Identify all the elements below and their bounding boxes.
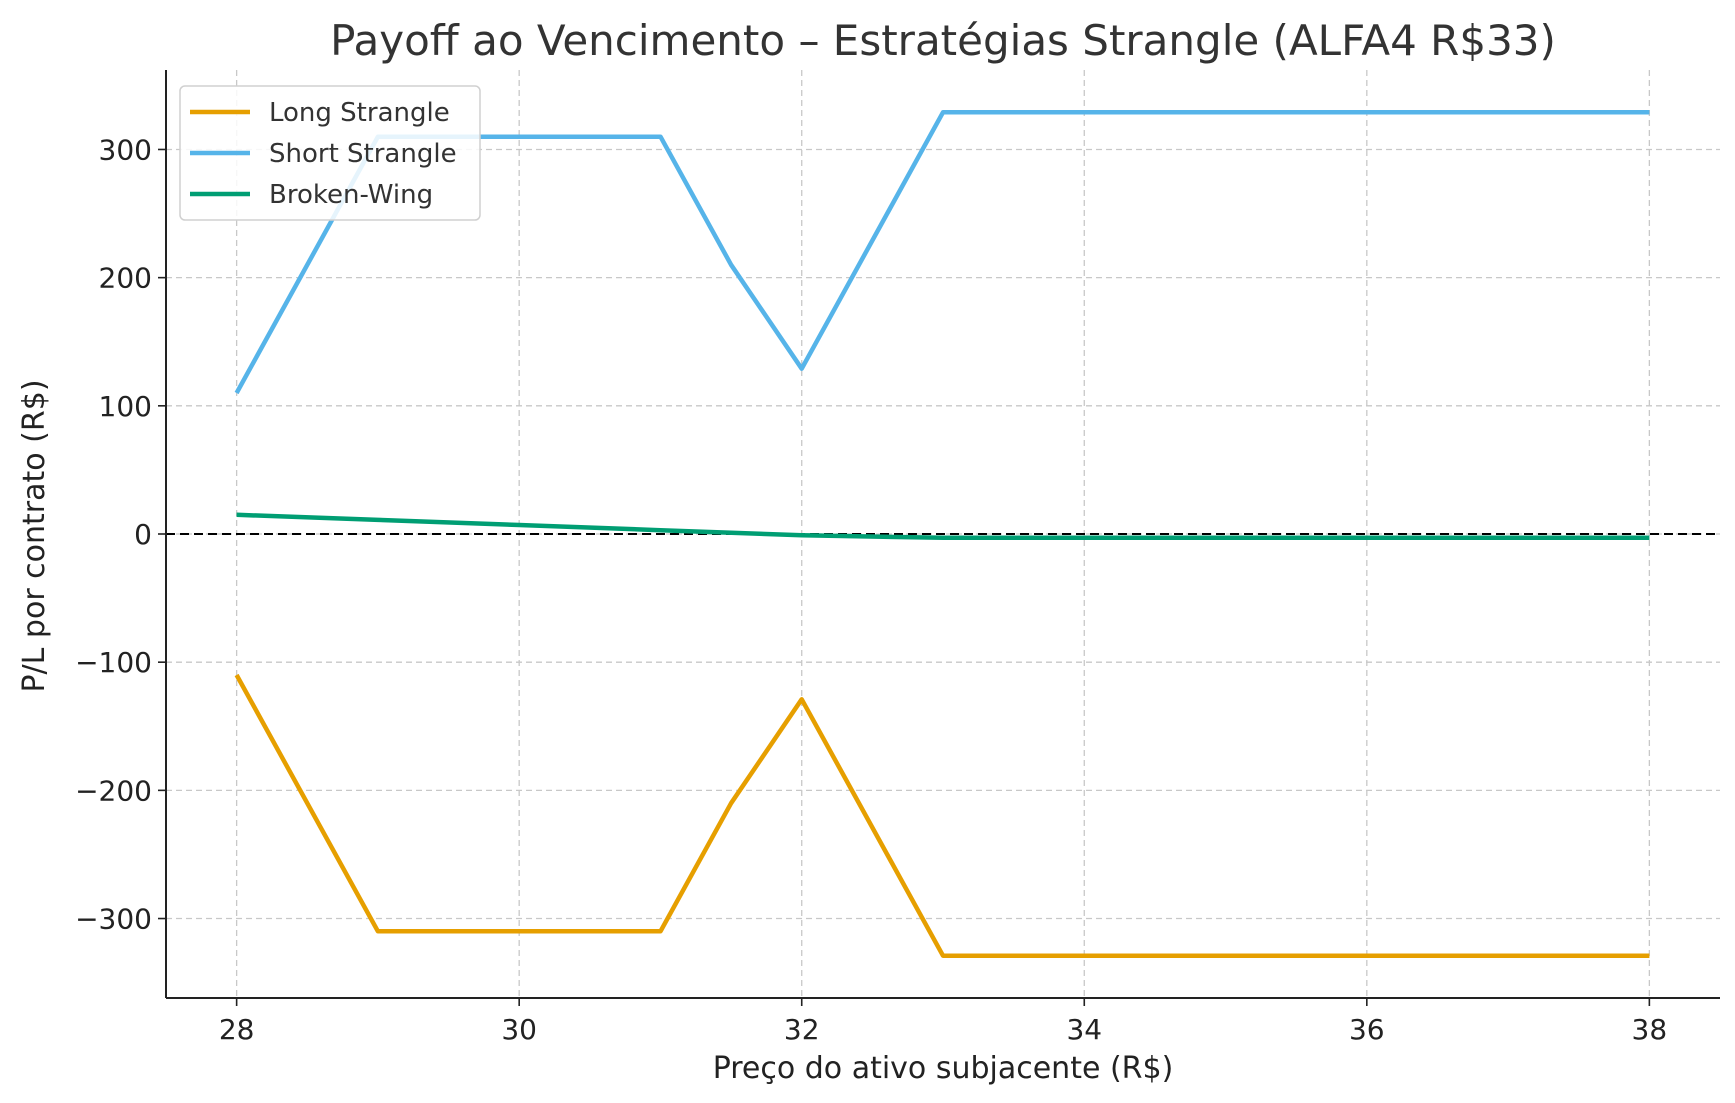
x-axis-ticks: 28 30 32 34 36 38 <box>219 998 1667 1046</box>
y-tick-label: −200 <box>75 774 152 807</box>
x-axis-label: Preço do ativo subjacente (R$) <box>713 1051 1174 1086</box>
y-axis-ticks: −300 −200 −100 0 100 200 300 <box>75 133 166 936</box>
y-tick-label: −100 <box>75 646 152 679</box>
y-tick-label: 100 <box>99 390 152 423</box>
legend-items: Long Strangle Short Strangle Broken-Wing <box>190 98 457 210</box>
x-tick-label: 28 <box>219 1013 255 1046</box>
chart-title: Payoff ao Vencimento – Estratégias Stran… <box>330 16 1556 65</box>
x-tick-label: 30 <box>501 1013 537 1046</box>
series-line-long-strangle <box>234 673 1650 958</box>
legend: Long Strangle Short Strangle Broken-Wing <box>179 85 481 221</box>
series-line-broken-wing <box>236 512 1650 541</box>
legend-label: Long Strangle <box>269 98 450 128</box>
y-tick-label: 300 <box>99 133 152 166</box>
x-tick-label: 32 <box>784 1013 820 1046</box>
legend-box <box>179 85 481 221</box>
y-tick-label: 0 <box>134 518 152 551</box>
y-axis-label: P/L por contrato (R$) <box>17 379 52 692</box>
legend-label: Short Strangle <box>269 139 457 169</box>
legend-label: Broken-Wing <box>269 180 433 210</box>
y-tick-label: −300 <box>75 903 152 936</box>
x-tick-label: 34 <box>1066 1013 1102 1046</box>
x-tick-label: 38 <box>1632 1013 1668 1046</box>
y-tick-label: 200 <box>99 262 152 295</box>
x-tick-label: 36 <box>1349 1013 1385 1046</box>
